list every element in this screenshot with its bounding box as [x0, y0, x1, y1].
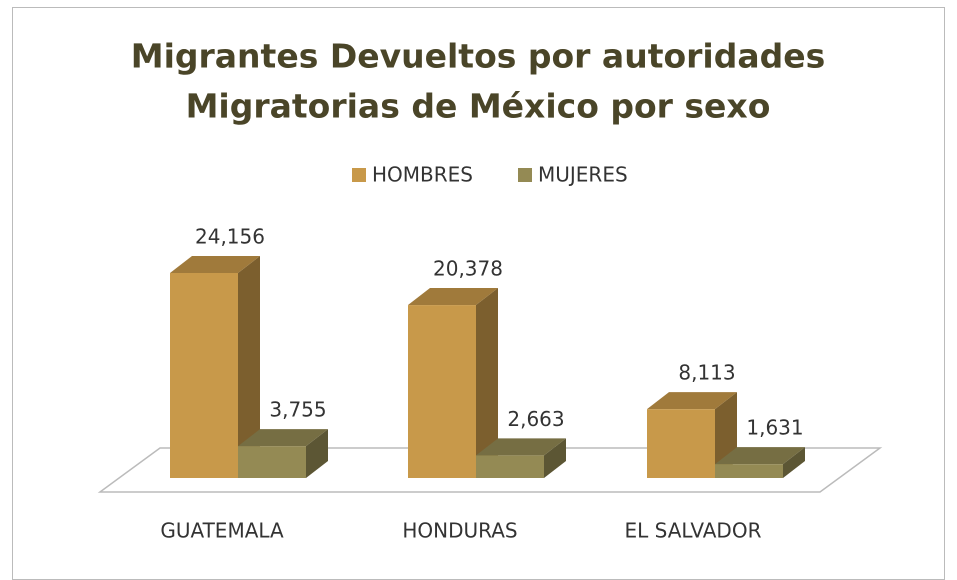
- legend-swatch: [352, 168, 366, 182]
- chart-title: Migratorias de México por sexo: [186, 87, 771, 126]
- legend-swatch: [518, 168, 532, 182]
- data-label: 2,663: [507, 407, 564, 431]
- bar-top: [408, 288, 498, 306]
- data-label: 8,113: [678, 361, 735, 385]
- x-tick-label: HONDURAS: [402, 519, 517, 543]
- bar-top: [170, 256, 260, 273]
- data-label: 1,631: [746, 416, 803, 440]
- bar: [408, 288, 498, 478]
- legend-label: MUJERES: [538, 163, 628, 187]
- data-label: 20,378: [433, 257, 503, 281]
- bar: [170, 256, 260, 478]
- x-tick-label: GUATEMALA: [160, 519, 284, 543]
- data-label: 24,156: [195, 225, 265, 249]
- bar: [647, 392, 737, 478]
- bar-front: [647, 409, 715, 478]
- bar-side: [783, 447, 805, 478]
- bar-top: [715, 447, 805, 465]
- bar-side: [238, 256, 260, 478]
- x-tick-label: EL SALVADOR: [625, 519, 762, 543]
- bar-side: [544, 438, 566, 478]
- bar: [715, 447, 805, 478]
- bar-front: [715, 464, 783, 478]
- data-label: 3,755: [269, 398, 326, 422]
- bar-front: [408, 305, 476, 478]
- bar-top: [647, 392, 737, 410]
- bar-side: [306, 429, 328, 478]
- bar: [238, 429, 328, 478]
- bar-front: [170, 273, 238, 478]
- bar-top: [476, 438, 566, 456]
- bar-front: [476, 455, 544, 478]
- bar-top: [238, 429, 328, 447]
- chart-title: Migrantes Devueltos por autoridades: [131, 37, 826, 76]
- bar-side: [476, 288, 498, 478]
- bar-front: [238, 446, 306, 478]
- legend-label: HOMBRES: [372, 163, 473, 187]
- bar: [476, 438, 566, 478]
